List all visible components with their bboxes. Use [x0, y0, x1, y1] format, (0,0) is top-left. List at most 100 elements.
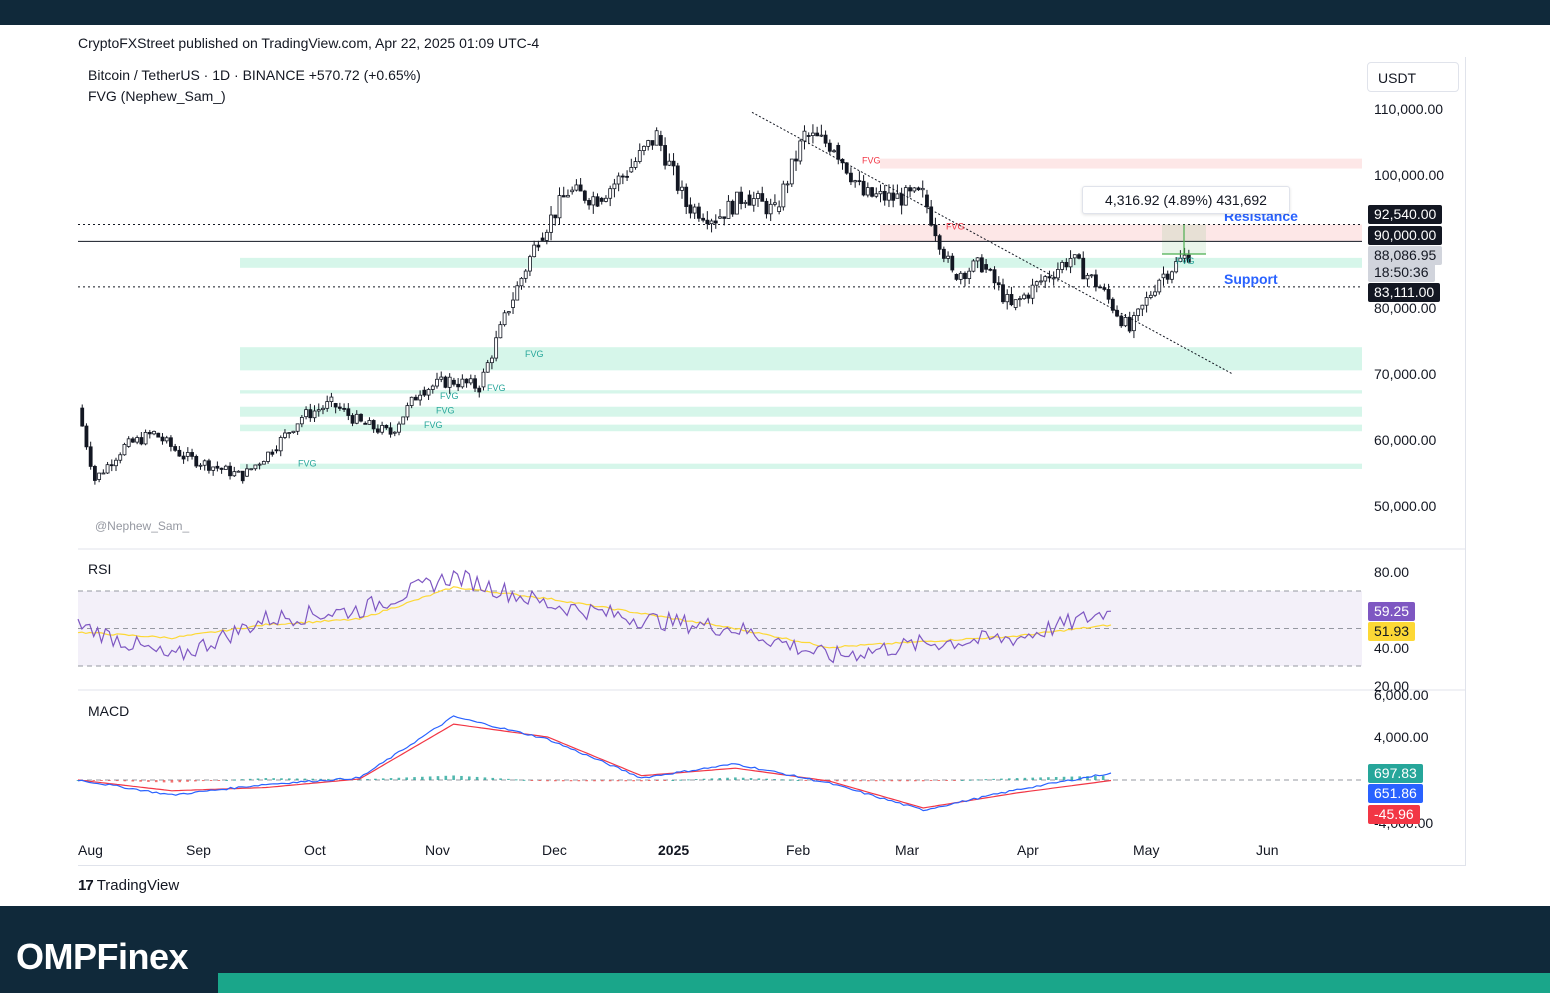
y-tick-100000: 100,000.00 — [1374, 167, 1445, 183]
macd-hist-bar — [554, 780, 557, 782]
fvg-zone — [240, 406, 1362, 417]
macd-title: MACD — [88, 703, 130, 719]
candle-body — [1047, 276, 1052, 279]
candle-body — [561, 195, 566, 198]
candle-body — [92, 466, 97, 481]
candle-body — [540, 237, 545, 241]
candle-body — [1132, 315, 1136, 332]
rsi-ma-line — [77, 586, 1112, 649]
candle-body — [88, 446, 93, 467]
macd-hist-bar — [796, 780, 800, 781]
candle-body — [629, 167, 634, 173]
candle-body — [245, 468, 249, 477]
macd-hist-bar — [961, 779, 964, 781]
x-tick-sep: Sep — [186, 842, 211, 858]
macd-hist-bar — [92, 780, 95, 781]
candle-body — [950, 255, 955, 271]
candle-body — [84, 425, 89, 448]
candle-body — [1030, 284, 1035, 299]
author-watermark: @Nephew_Sam_ — [95, 519, 190, 533]
fvg-label: FVG — [436, 405, 455, 415]
macd-hist-bar — [718, 778, 722, 780]
candle-body — [836, 144, 841, 160]
candle-body — [375, 428, 380, 433]
tradingview-logo[interactable]: 17 TradingView — [78, 877, 179, 894]
candle-body — [215, 465, 220, 469]
macd-hist-bar — [608, 780, 612, 782]
candle-body — [1034, 281, 1039, 286]
candle-body — [502, 312, 507, 326]
candle-body — [443, 376, 448, 388]
candle-body — [1089, 274, 1094, 277]
symbol-header: Bitcoin / TetherUS · 1D · BINANCE +570.7… — [88, 67, 421, 83]
macd-hist-bar — [264, 778, 268, 780]
x-tick-jun: Jun — [1256, 842, 1279, 858]
candle-body — [768, 203, 773, 215]
candle-body — [126, 438, 131, 447]
rsi-tick-80: 80.00 — [1374, 564, 1410, 580]
fvg-label: FVG — [946, 221, 965, 231]
candle-body — [287, 432, 292, 434]
x-tick-aug: Aug — [78, 842, 103, 858]
macd-hist-bar — [327, 778, 330, 780]
candle-body — [426, 389, 431, 396]
candle-body — [671, 160, 676, 167]
candle-body — [329, 396, 334, 403]
macd-hist-bar — [679, 779, 682, 781]
candle-body — [971, 260, 976, 272]
candle-body — [591, 196, 596, 206]
macd-hist-bar — [467, 776, 471, 780]
candle-body — [1123, 317, 1128, 327]
macd-hist-bar — [632, 780, 635, 782]
candle-body — [519, 277, 524, 287]
candle-body — [582, 190, 587, 201]
candle-body — [422, 389, 427, 396]
macd-hist-bar — [248, 778, 252, 780]
candle-body — [481, 371, 486, 388]
macd-hist-bar — [984, 779, 988, 781]
candle-body — [181, 455, 186, 460]
macd-hist-bar — [436, 776, 440, 780]
candle-body — [730, 200, 735, 215]
fvg-zone — [240, 390, 1362, 394]
candle-body — [363, 422, 368, 425]
candle-body — [773, 202, 777, 205]
candle-body — [811, 132, 815, 136]
candle-body — [490, 357, 494, 364]
macd-hist-bar — [929, 780, 933, 782]
x-tick-nov: Nov — [425, 842, 450, 858]
currency-selector[interactable]: USDT — [1367, 62, 1459, 92]
candle-body — [844, 162, 849, 174]
candle-body — [223, 465, 228, 470]
macd-hist-bar — [1062, 776, 1066, 780]
macd-pane — [76, 715, 1362, 812]
candle-body — [937, 235, 942, 250]
candle-body — [456, 383, 461, 388]
fvg-label: FVG — [862, 155, 881, 165]
macd-hist-bar — [616, 780, 620, 782]
fvg-zone — [880, 158, 1362, 169]
candle-body — [185, 452, 190, 457]
macd-hist-bar — [687, 779, 690, 781]
macd-hist-bar — [749, 778, 753, 780]
macd-hist-bar — [1101, 775, 1105, 780]
macd-hist-bar — [108, 780, 111, 781]
candle-body — [595, 196, 600, 207]
candle-body — [739, 191, 744, 204]
x-tick-dec: Dec — [542, 842, 567, 858]
macd-hist-bar — [303, 778, 307, 780]
candle-body — [570, 189, 575, 193]
candle-body — [409, 396, 414, 406]
candle-body — [849, 172, 853, 183]
resistance-price-tag: 92,540.00 — [1368, 205, 1443, 224]
brand-logo: OMPFinex — [16, 936, 189, 977]
candle-body — [177, 449, 182, 457]
candle-body — [734, 191, 739, 215]
rsi-line — [77, 569, 1112, 664]
macd-hist-bar — [272, 778, 275, 780]
candle-body — [785, 183, 790, 186]
macd-hist-bar — [921, 780, 925, 782]
candle-body — [827, 142, 832, 152]
candle-body — [663, 145, 667, 166]
